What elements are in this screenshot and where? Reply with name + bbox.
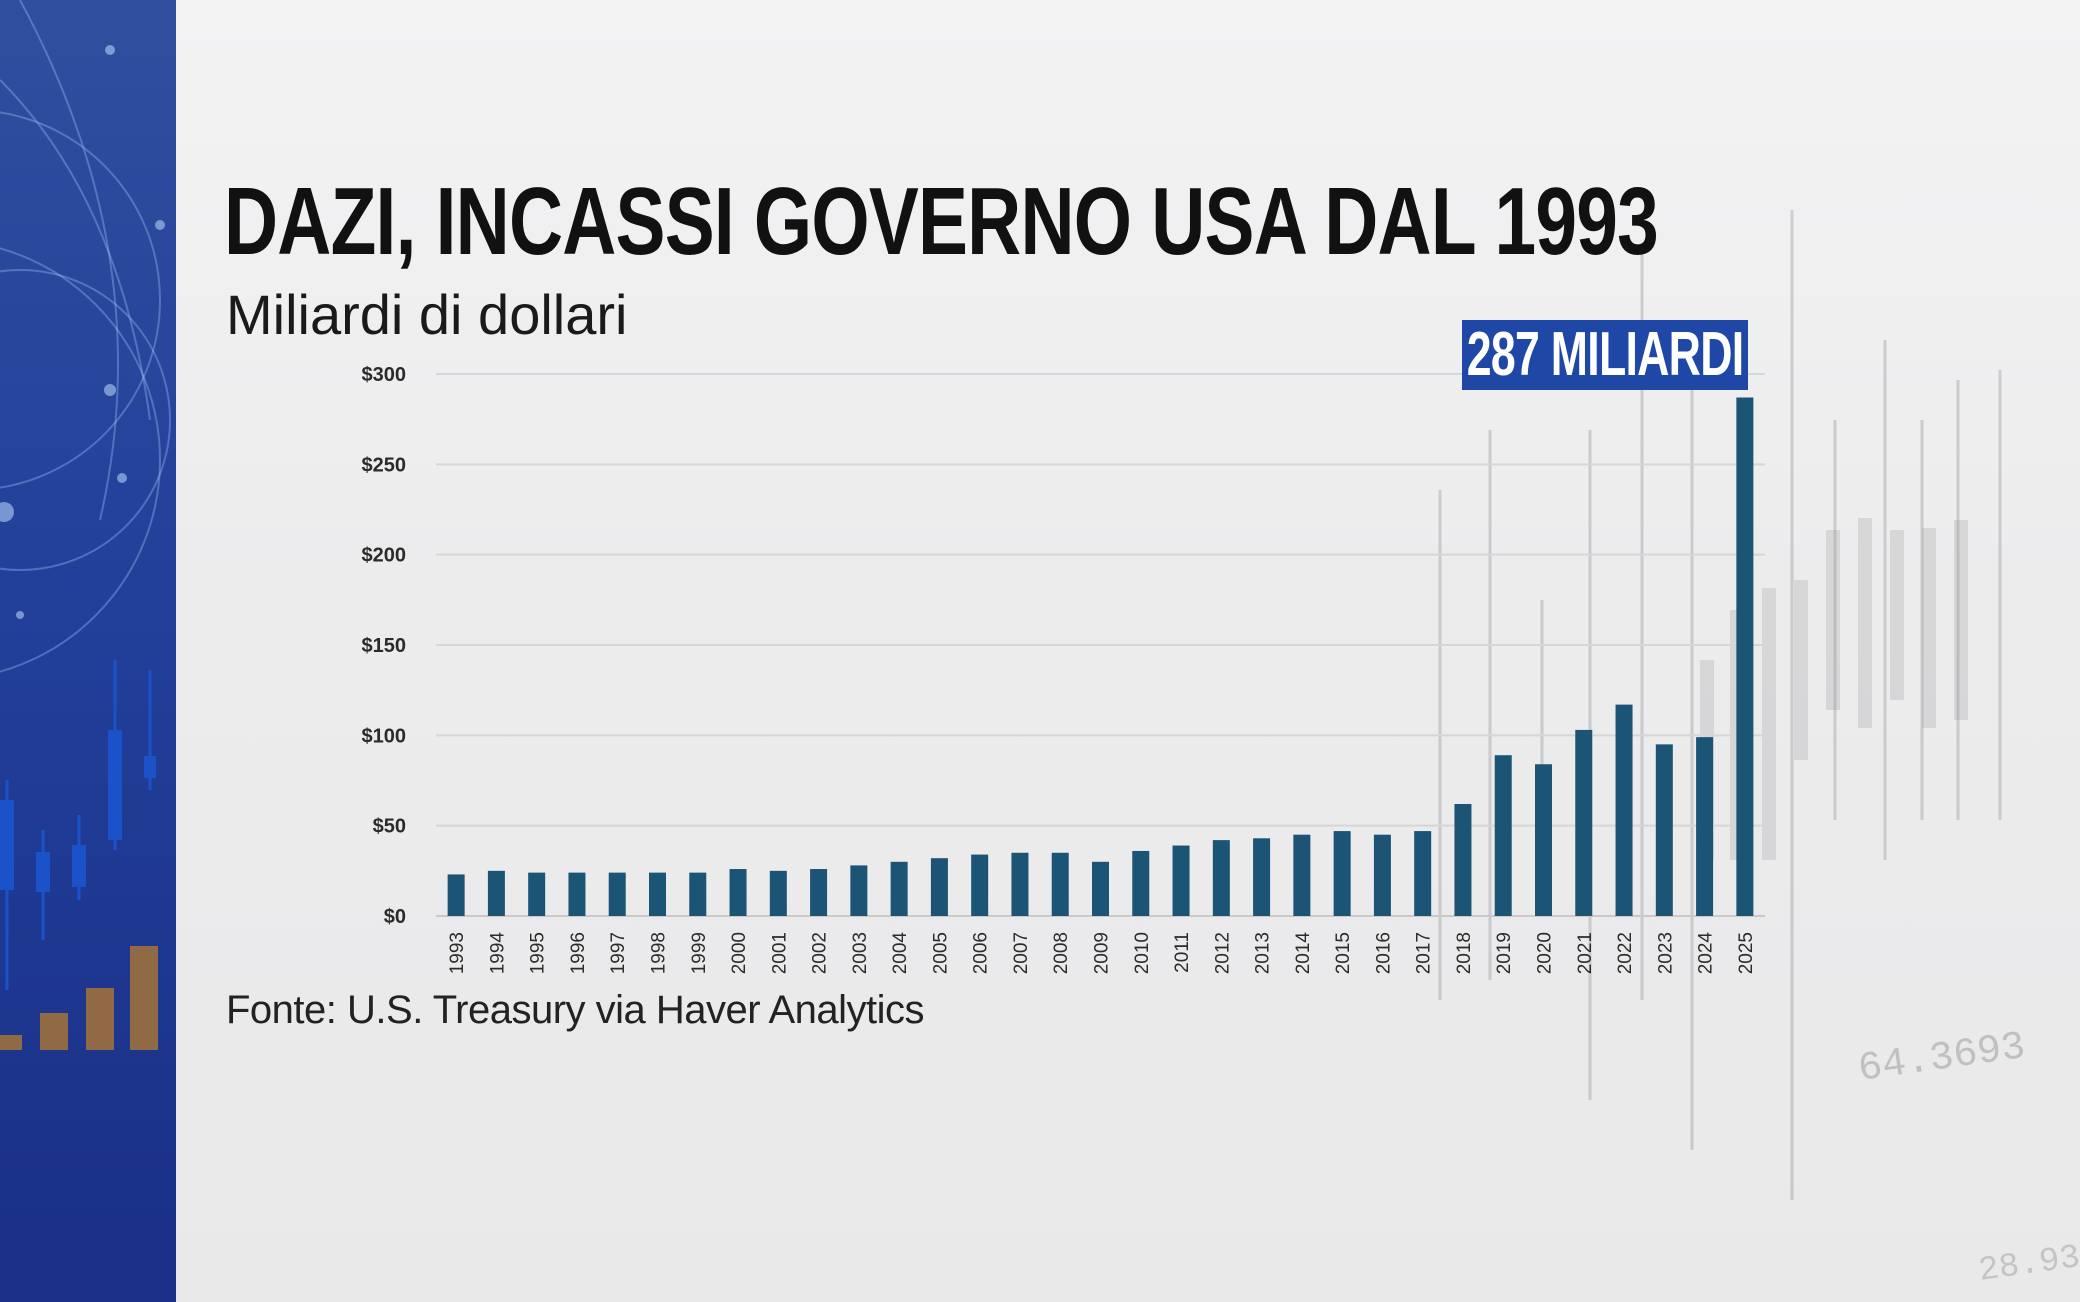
globe-network-graphic — [0, 0, 171, 1050]
bar-2025 — [1736, 397, 1754, 916]
bar-2012 — [1212, 840, 1230, 916]
bar-2003 — [850, 865, 868, 916]
x-tick-label: 2019 — [1494, 932, 1515, 974]
bar-2006 — [971, 854, 989, 916]
bar-1993 — [447, 874, 465, 916]
x-tick-label: 2000 — [729, 932, 750, 974]
x-tick-label: 2025 — [1736, 932, 1757, 974]
bars — [447, 397, 1754, 916]
bar-2010 — [1132, 850, 1150, 916]
bar-1999 — [689, 872, 707, 916]
x-tick-label: 2001 — [769, 932, 790, 974]
x-tick-label: 1998 — [649, 932, 670, 974]
x-tick-label: 2018 — [1454, 932, 1475, 974]
bar-2023 — [1655, 744, 1673, 916]
x-tick-label: 2013 — [1253, 932, 1274, 974]
bar-1998 — [649, 872, 666, 916]
bar-2015 — [1333, 831, 1351, 916]
left-decorative-panel — [0, 0, 176, 1302]
x-tick-label: 2004 — [890, 932, 911, 975]
bar-1996 — [568, 872, 586, 916]
bar-2004 — [890, 861, 908, 916]
bar-1995 — [528, 872, 546, 916]
x-tick-label: 2007 — [1011, 932, 1032, 974]
x-tick-label: 1997 — [608, 932, 629, 974]
highlight-callout: 287 MILIARDI — [1462, 320, 1748, 390]
y-tick-label: $0 — [384, 906, 406, 928]
y-axis-ticks: $0 $50 $100 $150 $200 $250 $300 — [362, 364, 407, 928]
source-note: Fonte: U.S. Treasury via Haver Analytics — [226, 988, 925, 1032]
x-tick-label: 2020 — [1535, 932, 1556, 974]
bar-2011 — [1172, 845, 1190, 916]
bar-2002 — [810, 869, 828, 916]
x-tick-label: 1999 — [689, 932, 710, 974]
x-axis-labels: 1993 1994 1995 1996 1997 1998 1999 2000 2001 2002… — [447, 932, 1757, 975]
bar-2018 — [1454, 803, 1472, 916]
bar-2000 — [729, 869, 747, 916]
bar-2022 — [1615, 704, 1633, 916]
y-tick-label: $300 — [362, 364, 407, 386]
x-tick-label: 2006 — [971, 932, 992, 974]
bar-2024 — [1696, 737, 1714, 916]
x-tick-label: 2009 — [1092, 932, 1113, 974]
x-tick-label: 1995 — [528, 932, 549, 974]
y-tick-label: $250 — [362, 454, 407, 476]
highlight-callout-label: 287 MILIARDI — [1466, 320, 1744, 389]
x-tick-label: 2010 — [1132, 932, 1153, 974]
bar-2019 — [1494, 755, 1512, 916]
x-tick-label: 2012 — [1212, 932, 1233, 974]
x-tick-label: 2024 — [1696, 932, 1717, 975]
gridlines — [436, 373, 1765, 917]
x-tick-label: 2023 — [1655, 932, 1676, 974]
x-tick-label: 2003 — [850, 932, 871, 974]
bar-2021 — [1575, 729, 1593, 916]
y-tick-label: $100 — [362, 725, 407, 747]
x-tick-label: 2015 — [1333, 932, 1354, 974]
x-tick-label: 1996 — [568, 932, 589, 974]
bar-1997 — [608, 872, 626, 916]
bar-2017 — [1414, 831, 1432, 916]
chart-subtitle: Miliardi di dollari — [226, 283, 628, 346]
x-tick-label: 2014 — [1293, 932, 1314, 975]
x-tick-label: 2005 — [930, 932, 951, 974]
x-tick-label: 2008 — [1051, 932, 1072, 974]
x-tick-label: 2016 — [1373, 932, 1394, 974]
bar-2005 — [930, 858, 948, 916]
bar-2009 — [1092, 861, 1109, 916]
bar-2020 — [1535, 764, 1552, 916]
bar-2013 — [1253, 838, 1271, 916]
chart-title: DAZI, INCASSI GOVERNO USA DAL 1993 — [224, 168, 1659, 275]
x-tick-label: 2002 — [810, 932, 831, 974]
x-tick-label: 1994 — [487, 932, 508, 975]
x-tick-label: 1993 — [447, 932, 468, 974]
x-tick-label: 2022 — [1615, 932, 1636, 974]
x-tick-label: 2017 — [1414, 932, 1435, 974]
y-tick-label: $200 — [362, 545, 407, 567]
y-tick-label: $50 — [373, 816, 406, 838]
y-tick-label: $150 — [362, 635, 407, 657]
bar-2008 — [1051, 852, 1069, 916]
x-tick-label: 2021 — [1575, 932, 1596, 974]
x-tick-label: 2011 — [1172, 932, 1193, 973]
bar-2016 — [1373, 834, 1391, 916]
bar-1994 — [487, 870, 505, 916]
bar-2007 — [1011, 852, 1029, 916]
bar-2001 — [769, 870, 787, 916]
bar-2014 — [1293, 834, 1311, 916]
